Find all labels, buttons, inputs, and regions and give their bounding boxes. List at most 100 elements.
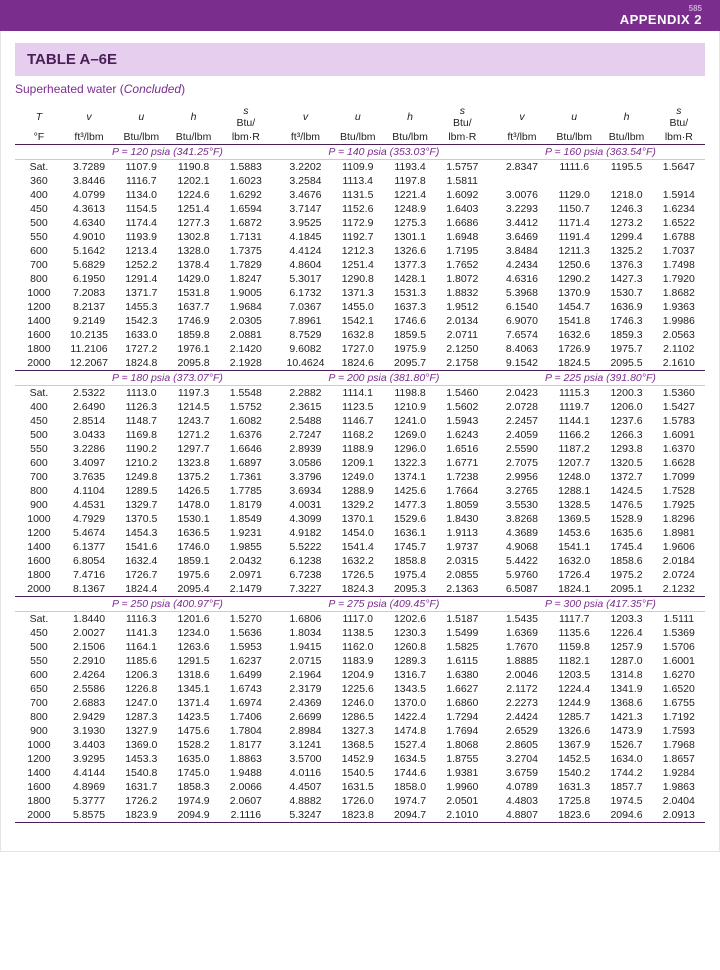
cell-val: 1.6082: [220, 414, 272, 428]
cell-val: 1974.9: [167, 794, 219, 808]
cell-val: 1745.4: [600, 540, 652, 554]
cell-val: 1.9606: [653, 540, 705, 554]
cell-val: 1.8440: [63, 612, 115, 627]
appendix-label: APPENDIX 2: [620, 12, 702, 27]
cell-val: 2.1116: [220, 808, 272, 823]
cell-val: 1206.0: [600, 400, 652, 414]
cell-val: 1372.7: [600, 470, 652, 484]
cell-val: 2095.7: [384, 356, 436, 371]
cell-val: 2095.4: [167, 582, 219, 597]
cell-val: 1.9488: [220, 766, 272, 780]
cell-val: 2.0913: [653, 808, 705, 823]
pressure-label: P = 200 psia (381.80°F): [279, 371, 488, 386]
cell-val: 2094.9: [167, 808, 219, 823]
cell-val: 2095.1: [600, 582, 652, 597]
table-row: 14006.13771541.61746.01.98555.52221541.4…: [15, 540, 705, 554]
cell-val: 1421.3: [600, 710, 652, 724]
cell-temp: 450: [15, 202, 63, 216]
cell-val: 7.6574: [496, 328, 548, 342]
table-title: TABLE A–6E: [15, 43, 705, 76]
cell-val: 1.9684: [220, 300, 272, 314]
cell-val: 3.4403: [63, 738, 115, 752]
cell-val: 1.9863: [653, 780, 705, 794]
cell-val: 1.9381: [436, 766, 488, 780]
cell-val: 1.6369: [496, 626, 548, 640]
cell-val: 1197.8: [384, 174, 436, 188]
cell-val: 4.7929: [63, 512, 115, 526]
cell-val: 3.2286: [63, 442, 115, 456]
cell-val: 4.8807: [496, 808, 548, 823]
cell-val: 3.9525: [279, 216, 331, 230]
cell-val: 1745.0: [167, 766, 219, 780]
cell-temp: 600: [15, 456, 63, 470]
cell-temp: Sat.: [15, 160, 63, 175]
cell-val: 1287.0: [600, 654, 652, 668]
cell-val: 1428.1: [384, 272, 436, 286]
cell-val: 1.5270: [220, 612, 272, 627]
cell-val: 1190.8: [167, 160, 219, 175]
cell-temp: 1200: [15, 752, 63, 766]
cell-val: 4.3613: [63, 202, 115, 216]
col-v-unit-2: ft³/lbm: [279, 130, 331, 145]
cell-val: 1326.6: [384, 244, 436, 258]
table-row: 4502.85141148.71243.71.60822.54881146.71…: [15, 414, 705, 428]
cell-val: 1224.4: [548, 682, 600, 696]
col-u-unit-2: Btu/lbm: [332, 130, 384, 145]
cell-val: 2.0432: [220, 554, 272, 568]
table-row: 4002.64901126.31214.51.57522.36151123.51…: [15, 400, 705, 414]
cell-val: 1.6686: [436, 216, 488, 230]
cell-val: 1423.5: [167, 710, 219, 724]
cell-val: 1287.3: [115, 710, 167, 724]
cell-val: 1823.6: [548, 808, 600, 823]
cell-val: 2.1610: [653, 356, 705, 371]
cell-val: 1213.4: [115, 244, 167, 258]
cell-val: 1263.6: [167, 640, 219, 654]
table-row: 8002.94291287.31423.51.74062.66991286.51…: [15, 710, 705, 724]
cell-val: 1634.5: [384, 752, 436, 766]
cell-val: 7.4716: [63, 568, 115, 582]
cell-val: 1.8430: [436, 512, 488, 526]
table-row: 14004.41441540.81745.01.94884.01161540.5…: [15, 766, 705, 780]
cell-val: 1.5548: [220, 386, 272, 401]
cell-val: 1.5783: [653, 414, 705, 428]
cell-val: 1251.4: [332, 258, 384, 272]
cell-val: 5.1642: [63, 244, 115, 258]
cell-val: 1320.5: [600, 456, 652, 470]
cell-val: 1824.6: [332, 356, 384, 371]
cell-val: 2.5488: [279, 414, 331, 428]
cell-val: 3.2202: [279, 160, 331, 175]
cell-val: 1.5427: [653, 400, 705, 414]
cell-val: 1.6499: [220, 668, 272, 682]
cell-val: 1138.5: [332, 626, 384, 640]
pressure-header-row: P = 180 psia (373.07°F)P = 200 psia (381…: [15, 371, 705, 386]
table-row: 9003.19301327.91475.61.78042.89841327.31…: [15, 724, 705, 738]
cell-val: 1202.1: [167, 174, 219, 188]
cell-val: 2.1964: [279, 668, 331, 682]
cell-val: 1.6270: [653, 668, 705, 682]
cell-val: 1859.3: [600, 328, 652, 342]
cell-val: 1.6091: [653, 428, 705, 442]
col-v-unit-3: ft³/lbm: [496, 130, 548, 145]
cell-temp: 550: [15, 654, 63, 668]
cell-val: 2.0724: [653, 568, 705, 582]
header-symbol-row: T v u h sBtu/ v u h sBtu/ v u h sBtu/: [15, 104, 705, 130]
cell-temp: Sat.: [15, 612, 63, 627]
cell-val: 2.5586: [63, 682, 115, 696]
cell-val: 2.0423: [496, 386, 548, 401]
cell-val: 1221.4: [384, 188, 436, 202]
cell-val: 1.5369: [653, 626, 705, 640]
cell-temp: 1000: [15, 512, 63, 526]
table-row: Sat.1.84401116.31201.61.52701.68061117.0…: [15, 612, 705, 627]
cell-val: 1.6001: [653, 654, 705, 668]
cell-val: 1247.0: [115, 696, 167, 710]
cell-val: 1198.8: [384, 386, 436, 401]
col-h-sym-3: h: [600, 104, 652, 130]
cell-val: 1374.1: [384, 470, 436, 484]
cell-val: 1.5111: [653, 612, 705, 627]
cell-val: 1529.6: [384, 512, 436, 526]
cell-val: 8.7529: [279, 328, 331, 342]
cell-val: 1370.1: [332, 512, 384, 526]
cell-val: 1527.4: [384, 738, 436, 752]
cell-val: 1.7652: [436, 258, 488, 272]
cell-val: 1.5706: [653, 640, 705, 654]
